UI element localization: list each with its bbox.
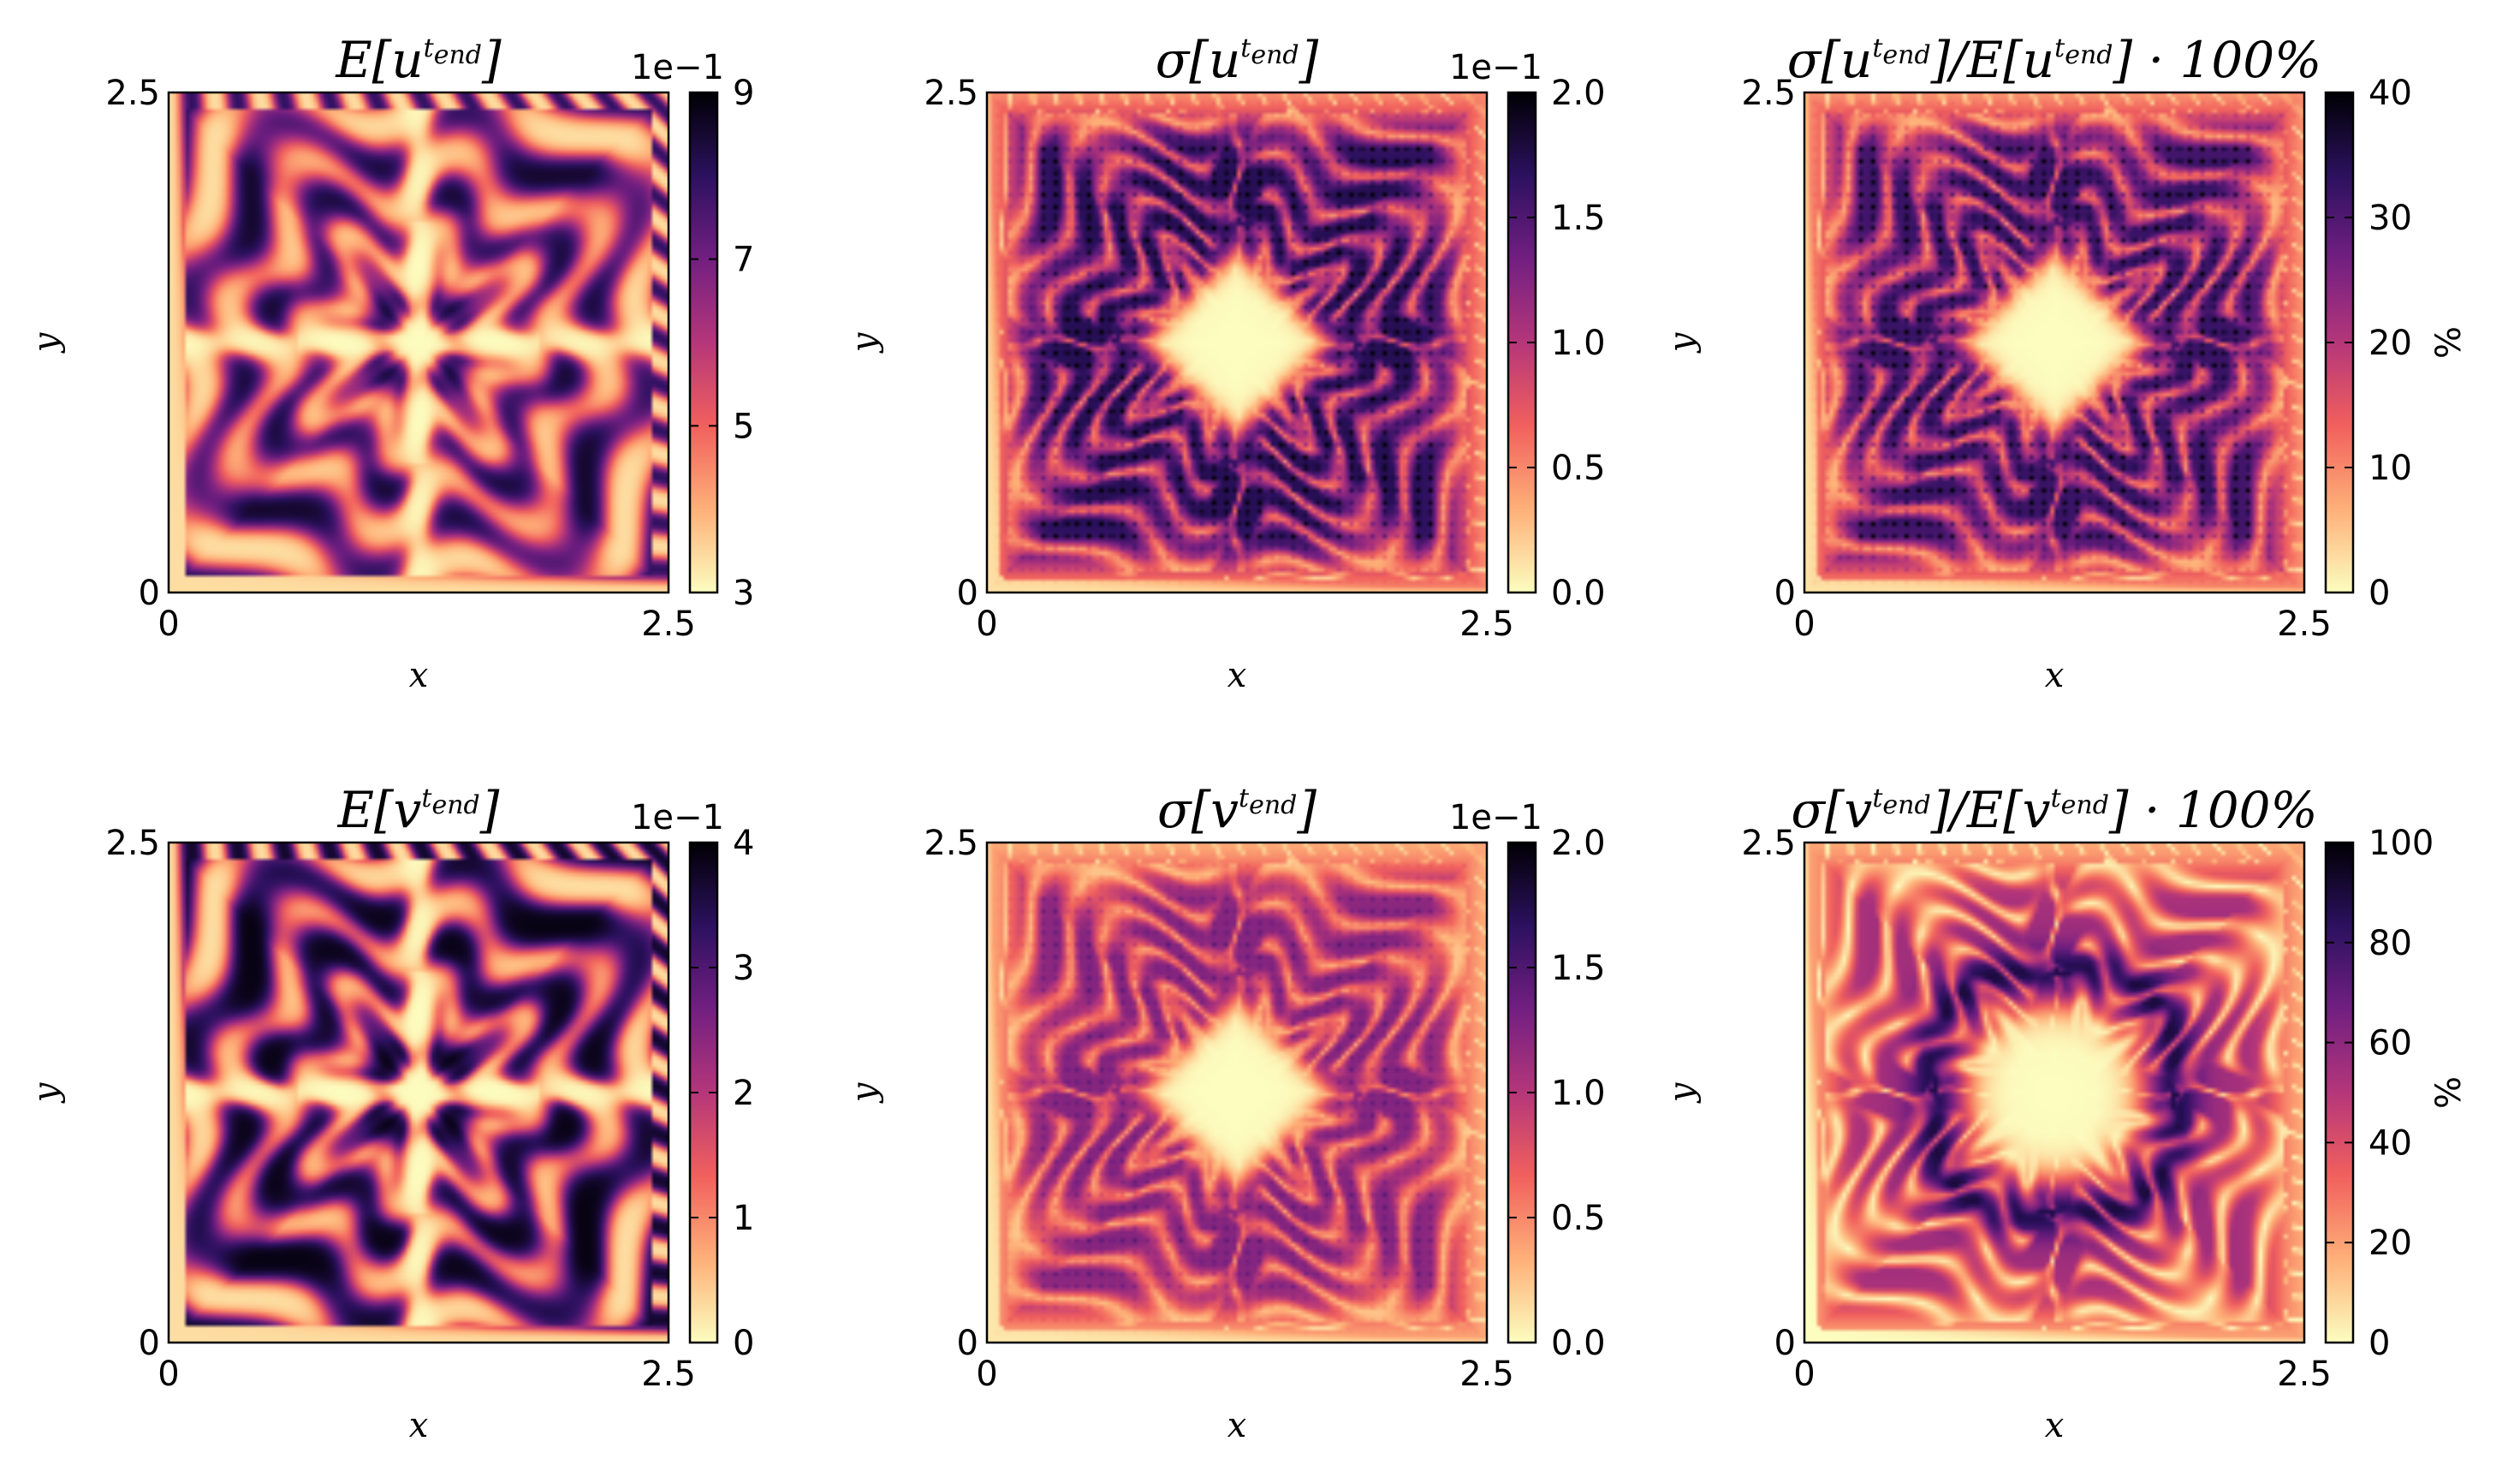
y-axis-label: y bbox=[27, 1081, 66, 1104]
panel-title: σ[vtend]/E[vtend] · 100% bbox=[1791, 781, 2317, 839]
panel-title: E[utend] bbox=[335, 31, 502, 89]
colorbar-multiplier: 1e−1 bbox=[631, 48, 724, 87]
y-axis-label: y bbox=[1662, 331, 1702, 354]
panel-5: 0 2.5 0 2.5 x y σ[vtend] 0.0 0.5 1.0 1.5 2.01e−1 bbox=[845, 781, 1606, 1445]
plot-frame bbox=[167, 841, 670, 1344]
plot-frame bbox=[1803, 841, 2306, 1344]
x-tick-label: 0 bbox=[158, 604, 179, 644]
colorbar-tick-label: 3 bbox=[733, 574, 754, 613]
heatmap-image bbox=[1804, 92, 2304, 593]
colorbar bbox=[688, 91, 719, 594]
colorbar-label: % bbox=[2429, 1076, 2469, 1109]
y-tick-label: 0 bbox=[957, 1324, 978, 1363]
y-tick-label: 2.5 bbox=[924, 74, 978, 113]
y-tick-label: 0 bbox=[1774, 574, 1796, 613]
x-tick-label: 0 bbox=[1793, 604, 1815, 644]
x-tick-label: 0 bbox=[976, 604, 997, 644]
colorbar-tick-label: 0.5 bbox=[1551, 449, 1606, 488]
x-tick-label: 2.5 bbox=[641, 604, 696, 644]
x-tick-label: 2.5 bbox=[1459, 1355, 1514, 1394]
colorbar-tick-label: 0.5 bbox=[1551, 1199, 1606, 1238]
colorbar-tick-label: 0 bbox=[733, 1324, 754, 1363]
colorbar-tick-label: 100 bbox=[2368, 824, 2434, 863]
y-tick-label: 0 bbox=[1774, 1324, 1796, 1363]
colorbar-multiplier: 1e−1 bbox=[1449, 798, 1542, 837]
colorbar-tick-label: 80 bbox=[2368, 924, 2412, 963]
x-tick-label: 2.5 bbox=[1459, 604, 1514, 644]
x-axis-label: x bbox=[2045, 656, 2065, 695]
panel-6: 0 2.5 0 2.5 x y σ[vtend]/E[vtend] · 100% 0 20 40 6… bbox=[1662, 781, 2469, 1445]
plot-frame bbox=[167, 91, 670, 594]
x-axis-label: x bbox=[2045, 1406, 2065, 1445]
y-tick-label: 2.5 bbox=[1741, 824, 1796, 863]
panel-title: σ[utend]/E[utend] · 100% bbox=[1787, 31, 2322, 89]
colorbar-multiplier: 1e−1 bbox=[1449, 48, 1542, 87]
colorbar-tick-label: 60 bbox=[2368, 1024, 2412, 1063]
colorbar-tick-label: 3 bbox=[733, 949, 754, 988]
heatmap-image bbox=[987, 92, 1487, 593]
colorbar-tick-label: 1.5 bbox=[1551, 199, 1606, 238]
y-tick-label: 2.5 bbox=[105, 74, 160, 113]
x-tick-label: 0 bbox=[1793, 1355, 1815, 1394]
colorbar-tick-label: 9 bbox=[733, 74, 754, 113]
colorbar-tick-label: 4 bbox=[733, 824, 754, 863]
panel-2: 0 2.5 0 2.5 x y σ[utend] 0.0 0.5 1.0 1.5 2.01e−1 bbox=[845, 31, 1606, 695]
colorbar-multiplier: 1e−1 bbox=[631, 798, 724, 837]
heatmap-image bbox=[169, 92, 669, 593]
x-axis-label: x bbox=[409, 1406, 429, 1445]
x-axis-label: x bbox=[1227, 656, 1247, 695]
x-axis-label: x bbox=[409, 656, 429, 695]
y-tick-label: 0 bbox=[139, 574, 160, 613]
colorbar bbox=[2324, 841, 2355, 1344]
x-tick-label: 2.5 bbox=[641, 1355, 696, 1394]
x-tick-label: 2.5 bbox=[2277, 1355, 2332, 1394]
y-tick-label: 0 bbox=[139, 1324, 160, 1363]
colorbar-tick-label: 0 bbox=[2368, 1324, 2390, 1363]
colorbar-tick-label: 0.0 bbox=[1551, 1324, 1606, 1363]
plot-frame bbox=[1803, 91, 2306, 594]
y-tick-label: 2.5 bbox=[105, 824, 160, 863]
colorbar-tick-label: 0.0 bbox=[1551, 574, 1606, 613]
x-axis-label: x bbox=[1227, 1406, 1247, 1445]
y-axis-label: y bbox=[27, 331, 66, 354]
panel-4: 0 2.5 0 2.5 x y E[vtend] 0 1 2 3 41e−1 bbox=[27, 781, 754, 1445]
panel-3: 0 2.5 0 2.5 x y σ[utend]/E[utend] · 100% 0 10 20 3… bbox=[1662, 31, 2469, 695]
y-tick-label: 0 bbox=[957, 574, 978, 613]
x-tick-label: 0 bbox=[158, 1355, 179, 1394]
colorbar-tick-label: 7 bbox=[733, 241, 754, 280]
colorbar-tick-label: 1.5 bbox=[1551, 949, 1606, 988]
x-tick-label: 0 bbox=[976, 1355, 997, 1394]
colorbar-tick-label: 1 bbox=[733, 1199, 754, 1238]
colorbar-tick-label: 20 bbox=[2368, 324, 2412, 363]
panel-title: E[vtend] bbox=[337, 781, 500, 839]
panel-title: σ[utend] bbox=[1156, 31, 1319, 89]
heatmap-image bbox=[1804, 843, 2304, 1343]
heatmap-image bbox=[169, 843, 669, 1343]
colorbar-tick-label: 2.0 bbox=[1551, 824, 1606, 863]
y-axis-label: y bbox=[845, 331, 884, 354]
plot-frame bbox=[985, 91, 1489, 594]
plot-frame bbox=[985, 841, 1489, 1344]
panel-1: 0 2.5 0 2.5 x y E[utend] 3 5 7 91e−1 bbox=[27, 31, 754, 695]
y-tick-label: 2.5 bbox=[924, 824, 978, 863]
colorbar-tick-label: 1.0 bbox=[1551, 324, 1606, 363]
colorbar-tick-label: 40 bbox=[2368, 1123, 2412, 1163]
colorbar-tick-label: 2 bbox=[733, 1074, 754, 1113]
heatmap-image bbox=[987, 843, 1487, 1343]
panel-title: σ[vtend] bbox=[1157, 781, 1316, 839]
colorbar-tick-label: 5 bbox=[733, 407, 754, 446]
colorbar-tick-label: 10 bbox=[2368, 449, 2412, 488]
colorbar-tick-label: 1.0 bbox=[1551, 1074, 1606, 1113]
y-axis-label: y bbox=[1662, 1081, 1702, 1104]
y-axis-label: y bbox=[845, 1081, 884, 1104]
colorbar-tick-label: 2.0 bbox=[1551, 74, 1606, 113]
colorbar-tick-label: 30 bbox=[2368, 199, 2412, 238]
x-tick-label: 2.5 bbox=[2277, 604, 2332, 644]
colorbar-tick-label: 40 bbox=[2368, 74, 2412, 113]
y-tick-label: 2.5 bbox=[1741, 74, 1796, 113]
colorbar-label: % bbox=[2429, 326, 2469, 359]
colorbar-tick-label: 0 bbox=[2368, 574, 2390, 613]
colorbar-tick-label: 20 bbox=[2368, 1224, 2412, 1263]
